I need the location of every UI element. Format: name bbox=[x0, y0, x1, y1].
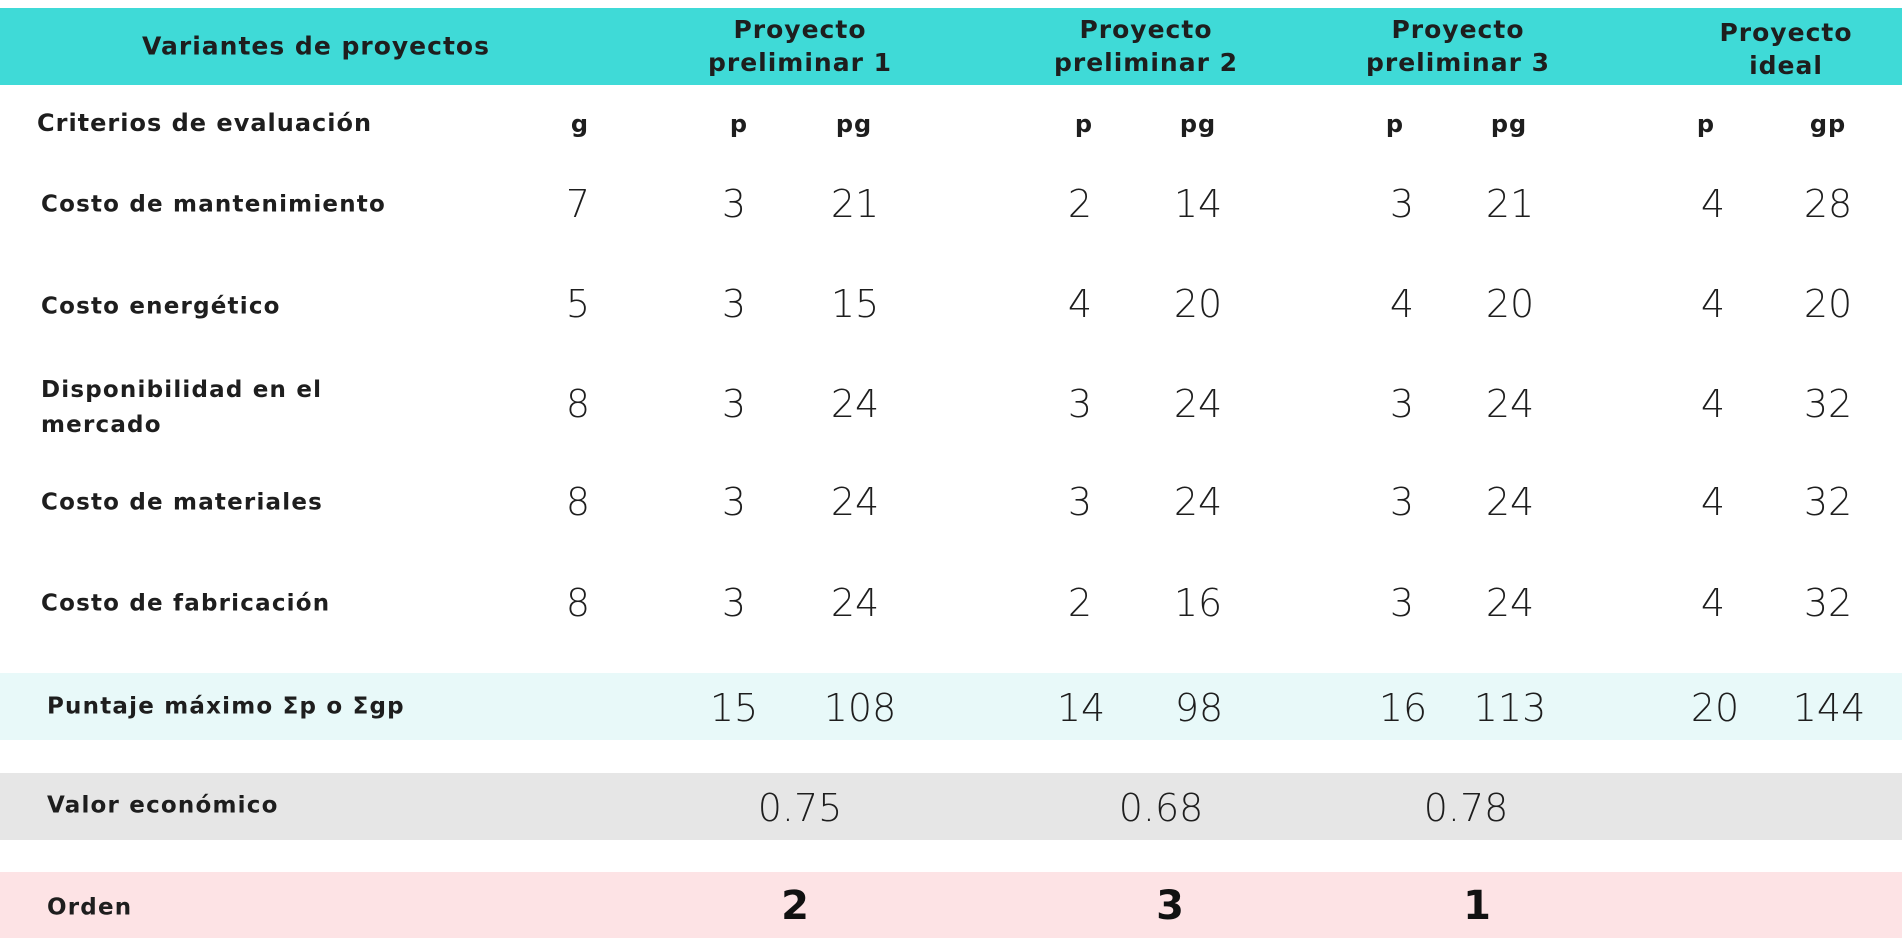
economic-value-1: 0.75 bbox=[757, 786, 843, 830]
cell-p-ideal: 4 bbox=[1700, 581, 1726, 625]
header-project-2: Proyecto preliminar 2 bbox=[1053, 15, 1239, 77]
cell-p-ideal: 4 bbox=[1700, 480, 1726, 524]
cell-p3: 3 bbox=[1389, 581, 1415, 625]
order-value-2: 3 bbox=[1156, 883, 1184, 929]
cell-g: 8 bbox=[565, 581, 591, 625]
criterion-label: Disponibilidad en el mercado bbox=[41, 377, 323, 438]
criterion-label: Costo energético bbox=[41, 293, 281, 320]
col-header-pg2: pg bbox=[1179, 110, 1217, 138]
header-project-3: Proyecto preliminar 3 bbox=[1365, 15, 1551, 77]
totals-row-band bbox=[0, 673, 1902, 740]
cell-pg3: 21 bbox=[1485, 182, 1535, 226]
cell-p2: 4 bbox=[1067, 282, 1093, 326]
cell-pg1: 21 bbox=[830, 182, 880, 226]
cell-pg3: 24 bbox=[1485, 480, 1535, 524]
economic-value-2: 0.68 bbox=[1118, 786, 1204, 830]
col-header-pg1: pg bbox=[835, 110, 873, 138]
order-value-3: 1 bbox=[1463, 883, 1491, 929]
cell-pg3: 24 bbox=[1485, 382, 1535, 426]
cell-pg3: 24 bbox=[1485, 581, 1535, 625]
col-header-p2: p bbox=[1074, 110, 1094, 138]
order-value-1: 2 bbox=[781, 883, 809, 929]
header-project-1: Proyecto preliminar 1 bbox=[707, 15, 893, 77]
total-pg2: 98 bbox=[1174, 686, 1224, 730]
criterion-label: Costo de mantenimiento bbox=[41, 191, 386, 218]
economic-value-3: 0.78 bbox=[1423, 786, 1509, 830]
criterion-label: Costo de materiales bbox=[41, 489, 324, 516]
total-p3: 16 bbox=[1378, 686, 1428, 730]
economic-row-band bbox=[0, 773, 1902, 840]
cell-p2: 3 bbox=[1067, 480, 1093, 524]
col-header-gp-ideal: gp bbox=[1809, 110, 1847, 138]
cell-pg2: 20 bbox=[1173, 282, 1223, 326]
order-row-band bbox=[0, 872, 1902, 938]
total-gp-ideal: 144 bbox=[1792, 686, 1866, 730]
cell-pg2: 24 bbox=[1173, 382, 1223, 426]
col-header-p-ideal: p bbox=[1696, 110, 1716, 138]
cell-gp-ideal: 20 bbox=[1803, 282, 1853, 326]
cell-g: 7 bbox=[565, 182, 591, 226]
cell-pg1: 24 bbox=[830, 382, 880, 426]
cell-p3: 3 bbox=[1389, 480, 1415, 524]
cell-pg2: 14 bbox=[1173, 182, 1223, 226]
order-label: Orden bbox=[47, 894, 133, 921]
cell-p1: 3 bbox=[721, 382, 747, 426]
col-header-pg3: pg bbox=[1490, 110, 1528, 138]
total-p-ideal: 20 bbox=[1690, 686, 1740, 730]
cell-p3: 3 bbox=[1389, 182, 1415, 226]
economic-label: Valor económico bbox=[47, 792, 279, 819]
table-header-band bbox=[0, 8, 1902, 85]
cell-g: 5 bbox=[565, 282, 591, 326]
cell-p1: 3 bbox=[721, 581, 747, 625]
total-p1: 15 bbox=[709, 686, 759, 730]
cell-p-ideal: 4 bbox=[1700, 182, 1726, 226]
cell-gp-ideal: 32 bbox=[1803, 581, 1853, 625]
cell-p2: 2 bbox=[1067, 182, 1093, 226]
cell-p3: 4 bbox=[1389, 282, 1415, 326]
cell-p1: 3 bbox=[721, 282, 747, 326]
cell-gp-ideal: 32 bbox=[1803, 382, 1853, 426]
totals-label: Puntaje máximo Σp o Σgp bbox=[47, 693, 405, 720]
cell-gp-ideal: 32 bbox=[1803, 480, 1853, 524]
total-pg3: 113 bbox=[1473, 686, 1547, 730]
criterion-label: Costo de fabricación bbox=[41, 590, 331, 617]
cell-g: 8 bbox=[565, 480, 591, 524]
cell-pg3: 20 bbox=[1485, 282, 1535, 326]
cell-p-ideal: 4 bbox=[1700, 282, 1726, 326]
cell-pg2: 16 bbox=[1173, 581, 1223, 625]
cell-gp-ideal: 28 bbox=[1803, 182, 1853, 226]
cell-pg1: 24 bbox=[830, 480, 880, 524]
cell-p1: 3 bbox=[721, 182, 747, 226]
cell-p3: 3 bbox=[1389, 382, 1415, 426]
cell-pg2: 24 bbox=[1173, 480, 1223, 524]
col-header-p1: p bbox=[729, 110, 749, 138]
total-p2: 14 bbox=[1056, 686, 1106, 730]
criteria-heading: Criterios de evaluación bbox=[37, 109, 373, 137]
cell-g: 8 bbox=[565, 382, 591, 426]
cell-p2: 2 bbox=[1067, 581, 1093, 625]
col-header-p3: p bbox=[1385, 110, 1405, 138]
col-header-g: g bbox=[570, 110, 590, 138]
cell-p1: 3 bbox=[721, 480, 747, 524]
total-pg1: 108 bbox=[823, 686, 897, 730]
cell-p2: 3 bbox=[1067, 382, 1093, 426]
header-ideal: Proyecto ideal bbox=[1719, 18, 1853, 80]
header-variants: Variantes de proyectos bbox=[142, 31, 490, 61]
cell-pg1: 24 bbox=[830, 581, 880, 625]
cell-pg1: 15 bbox=[830, 282, 880, 326]
cell-p-ideal: 4 bbox=[1700, 382, 1726, 426]
